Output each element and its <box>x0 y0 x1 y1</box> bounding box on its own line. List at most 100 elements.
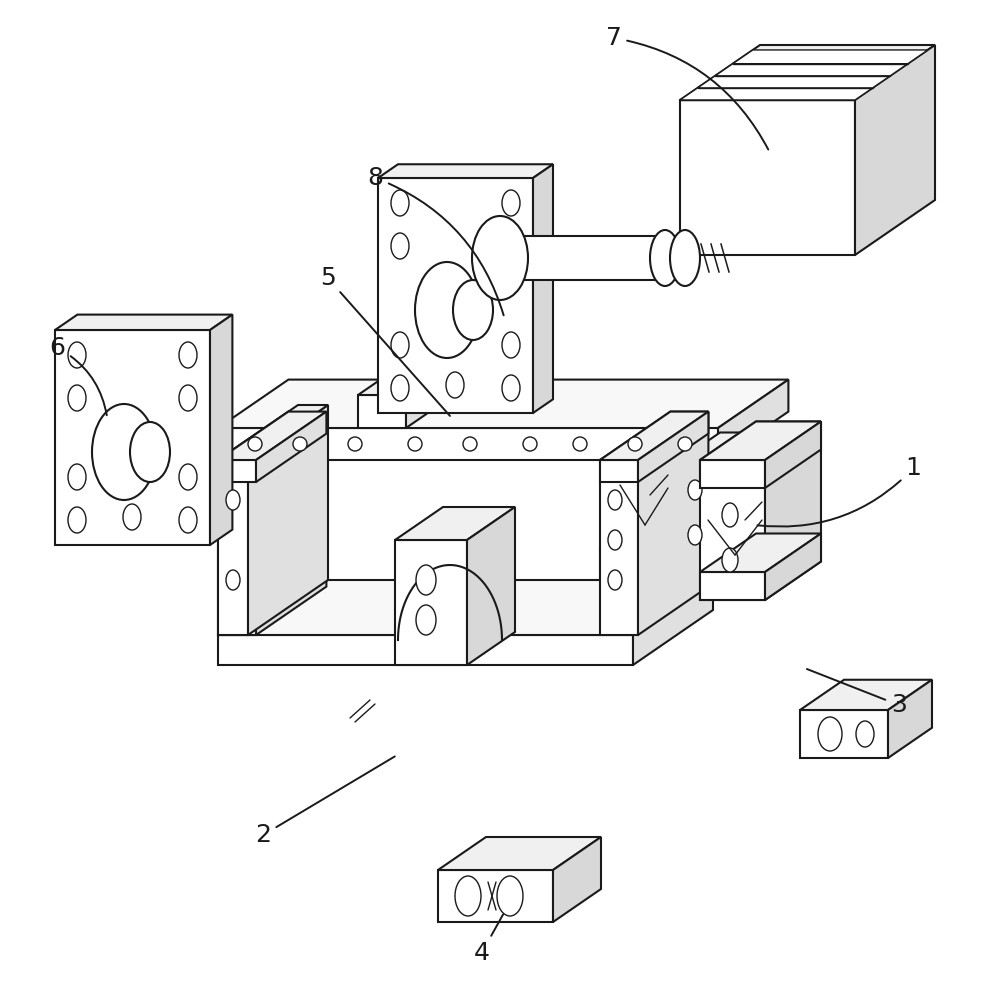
Ellipse shape <box>502 375 520 401</box>
Polygon shape <box>765 534 821 600</box>
Polygon shape <box>680 100 855 255</box>
Ellipse shape <box>68 464 86 490</box>
Ellipse shape <box>179 385 197 411</box>
Polygon shape <box>715 62 911 76</box>
Ellipse shape <box>670 230 700 286</box>
Ellipse shape <box>678 437 692 451</box>
Ellipse shape <box>722 548 738 572</box>
Polygon shape <box>600 548 722 580</box>
Polygon shape <box>438 837 601 870</box>
Polygon shape <box>210 315 232 545</box>
Polygon shape <box>680 432 762 460</box>
Text: 6: 6 <box>50 336 107 415</box>
Ellipse shape <box>226 490 240 510</box>
Text: 2: 2 <box>255 756 395 847</box>
Polygon shape <box>855 45 935 255</box>
Ellipse shape <box>179 507 197 533</box>
Polygon shape <box>638 412 708 482</box>
Ellipse shape <box>68 385 86 411</box>
Polygon shape <box>218 460 256 482</box>
Ellipse shape <box>248 437 262 451</box>
Polygon shape <box>218 412 327 460</box>
Polygon shape <box>467 507 515 665</box>
Ellipse shape <box>502 190 520 216</box>
Polygon shape <box>633 580 713 665</box>
Ellipse shape <box>523 437 537 451</box>
Ellipse shape <box>472 216 528 300</box>
Ellipse shape <box>608 530 622 550</box>
Polygon shape <box>680 45 935 100</box>
Polygon shape <box>553 837 601 922</box>
Ellipse shape <box>68 342 86 368</box>
Polygon shape <box>438 870 553 922</box>
Polygon shape <box>722 432 762 580</box>
Ellipse shape <box>226 570 240 590</box>
Ellipse shape <box>416 605 436 635</box>
Polygon shape <box>733 50 927 64</box>
Ellipse shape <box>179 464 197 490</box>
Polygon shape <box>700 534 821 572</box>
Ellipse shape <box>348 437 362 451</box>
Ellipse shape <box>391 190 409 216</box>
Polygon shape <box>765 422 821 488</box>
Ellipse shape <box>463 437 477 451</box>
Ellipse shape <box>293 437 307 451</box>
Polygon shape <box>395 540 467 665</box>
Polygon shape <box>218 405 328 460</box>
Polygon shape <box>358 395 406 428</box>
Ellipse shape <box>179 342 197 368</box>
Polygon shape <box>700 422 821 460</box>
Ellipse shape <box>391 375 409 401</box>
Polygon shape <box>55 330 210 545</box>
Ellipse shape <box>123 504 141 530</box>
Text: 3: 3 <box>807 669 907 717</box>
Polygon shape <box>378 164 553 178</box>
Ellipse shape <box>502 233 520 259</box>
Polygon shape <box>638 412 708 635</box>
Ellipse shape <box>391 332 409 358</box>
Polygon shape <box>508 236 680 280</box>
Ellipse shape <box>856 721 874 747</box>
Text: 1: 1 <box>758 456 922 527</box>
Polygon shape <box>800 710 888 758</box>
Ellipse shape <box>688 480 702 500</box>
Polygon shape <box>256 412 327 635</box>
Polygon shape <box>722 520 762 580</box>
Ellipse shape <box>722 503 738 527</box>
Polygon shape <box>406 367 446 428</box>
Polygon shape <box>218 580 713 635</box>
Polygon shape <box>55 315 232 330</box>
Ellipse shape <box>408 437 422 451</box>
Ellipse shape <box>391 233 409 259</box>
Polygon shape <box>358 367 446 395</box>
Text: 8: 8 <box>367 166 503 315</box>
Polygon shape <box>218 380 788 428</box>
Text: 7: 7 <box>606 26 769 150</box>
Polygon shape <box>600 520 762 548</box>
Polygon shape <box>800 680 932 710</box>
Polygon shape <box>256 412 327 482</box>
Polygon shape <box>248 405 328 635</box>
Ellipse shape <box>502 332 520 358</box>
Text: 4: 4 <box>474 914 503 965</box>
Ellipse shape <box>573 437 587 451</box>
Polygon shape <box>378 178 533 413</box>
Ellipse shape <box>650 230 680 286</box>
Ellipse shape <box>130 422 170 482</box>
Polygon shape <box>218 428 718 460</box>
Polygon shape <box>698 74 893 88</box>
Polygon shape <box>700 460 765 600</box>
Polygon shape <box>533 164 553 413</box>
Text: 5: 5 <box>320 266 450 416</box>
Polygon shape <box>718 380 788 460</box>
Polygon shape <box>700 422 821 460</box>
Ellipse shape <box>453 280 493 340</box>
Ellipse shape <box>497 876 523 916</box>
Ellipse shape <box>68 507 86 533</box>
Ellipse shape <box>688 525 702 545</box>
Ellipse shape <box>446 372 464 398</box>
Polygon shape <box>888 680 932 758</box>
Polygon shape <box>600 412 708 460</box>
Polygon shape <box>600 460 638 635</box>
Ellipse shape <box>92 404 156 500</box>
